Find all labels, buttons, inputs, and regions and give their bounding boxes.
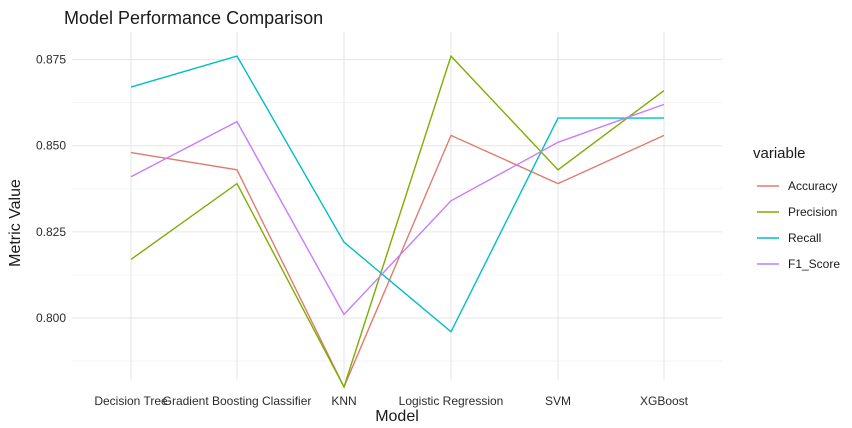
legend-title: variable — [753, 145, 806, 162]
y-tick-label: 0.875 — [36, 53, 66, 67]
y-tick-label: 0.850 — [36, 139, 66, 153]
y-tick-label: 0.800 — [36, 311, 66, 325]
legend-label-f1-score: F1_Score — [788, 257, 840, 271]
series-line-f1-score — [130, 103, 665, 316]
legend-label-recall: Recall — [788, 231, 821, 245]
y-tick-labels: 0.800 0.825 0.850 0.875 — [36, 53, 66, 325]
series-line-accuracy — [130, 134, 665, 389]
legend: variable Accuracy Precision Recall F1_Score — [753, 145, 840, 271]
series-lines — [130, 54, 665, 389]
series-line-precision — [130, 54, 665, 389]
x-tick-label: Decision Tree — [94, 394, 168, 408]
x-tick-label: XGBoost — [640, 394, 689, 408]
x-tick-label: KNN — [331, 394, 356, 408]
grid — [72, 32, 722, 380]
x-tick-label: Gradient Boosting Classifier — [163, 394, 312, 408]
x-axis-title: Model — [375, 408, 419, 425]
x-tick-label: SVM — [545, 394, 571, 408]
chart-title: Model Performance Comparison — [64, 8, 323, 28]
y-axis-title: Metric Value — [7, 179, 24, 267]
legend-label-precision: Precision — [788, 205, 837, 219]
x-tick-label: Logistic Regression — [399, 394, 504, 408]
series-line-recall — [130, 55, 664, 333]
legend-label-accuracy: Accuracy — [788, 179, 837, 193]
y-tick-label: 0.825 — [36, 225, 66, 239]
